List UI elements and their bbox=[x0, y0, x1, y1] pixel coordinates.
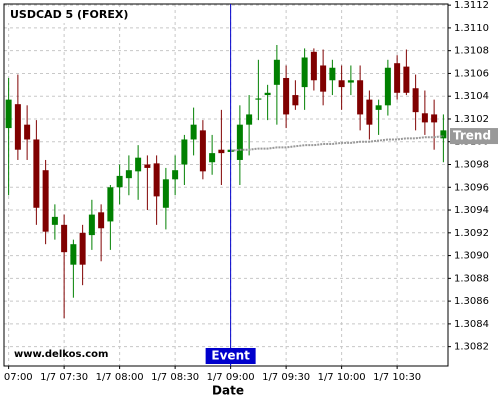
candle-body bbox=[61, 224, 68, 253]
candle-body bbox=[24, 124, 31, 140]
candle-body bbox=[125, 170, 132, 179]
candle-body bbox=[162, 179, 169, 208]
candle-body bbox=[107, 187, 114, 222]
candle-body bbox=[273, 59, 280, 85]
y-tick-label: 1.3094 bbox=[454, 205, 489, 216]
x-tick-label: 1/7 08:00 bbox=[96, 372, 144, 383]
candle-body bbox=[144, 164, 151, 168]
candle-body bbox=[14, 104, 21, 150]
marks bbox=[5, 44, 447, 319]
candle-body bbox=[264, 92, 271, 96]
x-tick-label: 1/7 07:30 bbox=[40, 372, 88, 383]
event-label-bg bbox=[205, 348, 256, 364]
candle-body bbox=[394, 63, 401, 93]
candle-body bbox=[403, 66, 410, 93]
candle-body bbox=[366, 99, 373, 125]
candle-body bbox=[51, 216, 58, 225]
trend-line bbox=[230, 135, 444, 152]
candle-body bbox=[440, 130, 447, 139]
y-tick-label: 1.3090 bbox=[454, 251, 489, 262]
x-tick-label: 1/7 07:00 bbox=[0, 372, 33, 383]
candle-body bbox=[135, 157, 142, 172]
candle-body bbox=[236, 124, 243, 160]
candle-body bbox=[172, 170, 179, 180]
y-tick-label: 1.3084 bbox=[454, 319, 489, 330]
candle-body bbox=[153, 163, 160, 197]
title-bg bbox=[6, 7, 122, 23]
candle-body bbox=[190, 124, 197, 140]
y-tick-label: 1.3088 bbox=[454, 273, 489, 284]
candle-body bbox=[347, 80, 354, 83]
candle-body bbox=[338, 80, 345, 88]
candle-body bbox=[421, 113, 428, 123]
watermark: www.delkos.com bbox=[14, 349, 108, 360]
x-axis-label: Date bbox=[212, 384, 244, 398]
trend-label: Trend bbox=[453, 129, 491, 143]
candle-body bbox=[70, 244, 77, 265]
candle-body bbox=[412, 88, 419, 113]
candle-body bbox=[42, 170, 49, 232]
y-tick-label: 1.3108 bbox=[454, 46, 489, 57]
x-tick-label: 1/7 10:00 bbox=[318, 372, 366, 383]
candle-body bbox=[255, 98, 262, 100]
candle-body bbox=[79, 232, 86, 265]
y-tick-label: 1.3112 bbox=[454, 0, 489, 11]
y-tick-label: 1.3086 bbox=[454, 296, 489, 307]
candle-body bbox=[283, 77, 290, 115]
candle-body bbox=[33, 139, 40, 208]
x-tick-label: 1/7 09:30 bbox=[262, 372, 310, 383]
candle-body bbox=[292, 95, 299, 106]
candle-body bbox=[310, 51, 317, 81]
y-tick-label: 1.3104 bbox=[454, 91, 489, 102]
plot-frame bbox=[3, 3, 449, 367]
candle-body bbox=[431, 114, 438, 123]
candle-body bbox=[218, 149, 225, 154]
trend-label-bg bbox=[450, 128, 498, 145]
y-tick-label: 1.3102 bbox=[454, 114, 489, 125]
candle-body bbox=[320, 65, 327, 92]
candle-body bbox=[357, 80, 364, 115]
candle-body bbox=[98, 212, 105, 229]
candle-body bbox=[116, 175, 123, 188]
y-tick-label: 1.3110 bbox=[454, 23, 489, 34]
candle-body bbox=[209, 153, 216, 163]
y-tick-label: 1.3098 bbox=[454, 160, 489, 171]
candle-body bbox=[375, 105, 382, 110]
candle-body bbox=[329, 67, 336, 81]
candle-body bbox=[5, 99, 12, 129]
candle-body bbox=[88, 214, 95, 236]
event-label: Event bbox=[211, 349, 250, 363]
y-tick-label: 1.3092 bbox=[454, 228, 489, 239]
y-tick-label: 1.3082 bbox=[454, 342, 489, 353]
chart-title: USDCAD 5 (FOREX) bbox=[10, 8, 128, 21]
candle-body bbox=[199, 130, 206, 172]
x-tick-label: 1/7 08:30 bbox=[151, 372, 199, 383]
y-tick-label: 1.3106 bbox=[454, 68, 489, 79]
candle-body bbox=[384, 67, 391, 106]
x-tick-label: 1/7 09:00 bbox=[207, 372, 255, 383]
grid bbox=[4, 4, 448, 366]
candle-body bbox=[181, 139, 188, 165]
candle-body bbox=[246, 114, 253, 125]
candle-body bbox=[301, 57, 308, 88]
y-tick-label: 1.3096 bbox=[454, 182, 489, 193]
x-tick-label: 1/7 10:30 bbox=[373, 372, 421, 383]
